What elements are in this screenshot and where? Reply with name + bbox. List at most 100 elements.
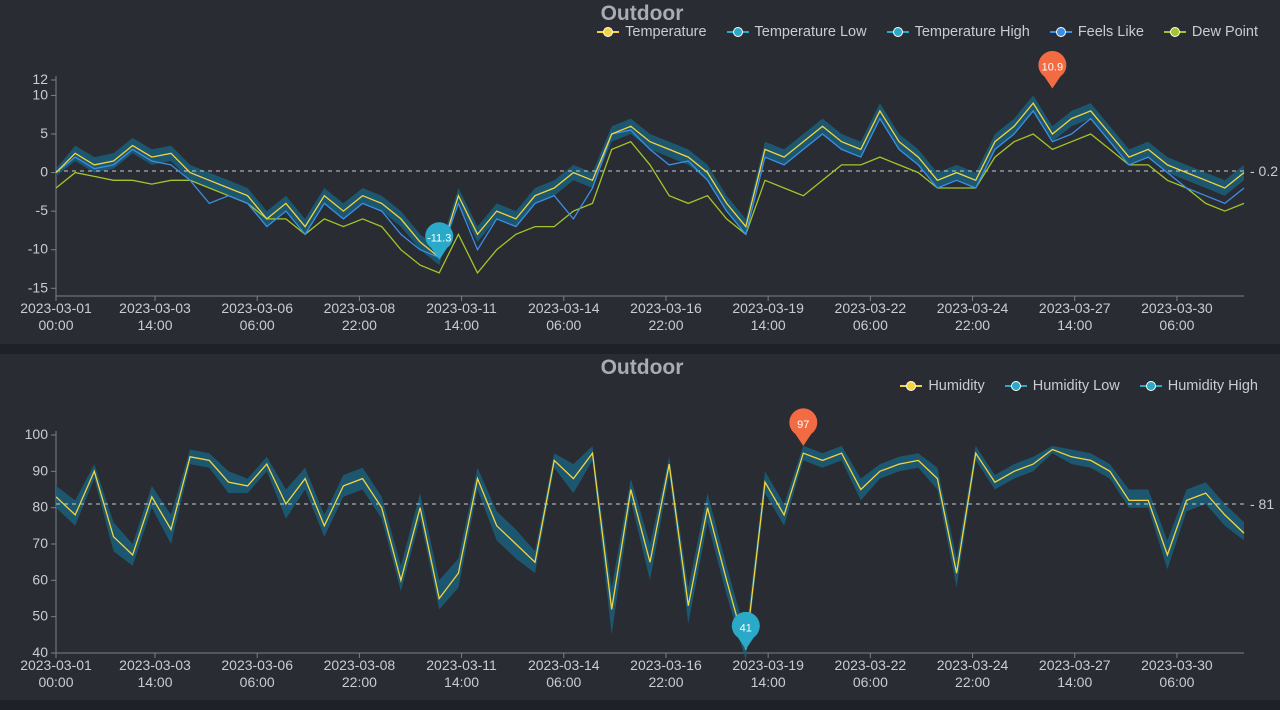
humidity-y-tick-label: 70 — [32, 535, 48, 551]
legend-humidity-low-label: Humidity Low — [1032, 378, 1120, 394]
legend-item-humidity-high[interactable]: Humidity High — [1139, 378, 1258, 394]
temperature-x-tick-time: 22:00 — [955, 317, 990, 333]
humidity-humidity-line — [55, 448, 1245, 650]
humidity-chart-title: Outdoor — [600, 356, 684, 379]
humidity-x-tick-date: 2023-03-22 — [835, 657, 907, 673]
temperature-x-tick-date: 2023-03-03 — [119, 300, 191, 316]
humidity-x-tick-date: 2023-03-27 — [1039, 657, 1111, 673]
humidity-x-tick-time: 06:00 — [1159, 674, 1194, 690]
temperature-x-tick-time: 00:00 — [38, 317, 73, 333]
legend-item-temperature[interactable]: Temperature — [597, 24, 707, 40]
temperature-y-tick-label: -10 — [28, 241, 48, 257]
temperature-average-label: - 0.2 — [1250, 163, 1278, 179]
humidity-min-marker-label: 41 — [740, 622, 752, 634]
humidity-x-tick-time: 22:00 — [342, 674, 377, 690]
legend-temperature-high-label: Temperature High — [914, 24, 1030, 40]
temperature-x-tick-time: 22:00 — [342, 317, 377, 333]
temperature-chart-panel: Outdoor Temperature Temperature Low Temp… — [0, 0, 1280, 344]
temperature-low-high-band — [56, 95, 1244, 266]
humidity-y-tick-label: 100 — [25, 426, 49, 442]
legend-humidity-icon — [900, 380, 923, 392]
humidity-chart-panel: Outdoor Humidity Humidity Low Humidity H… — [0, 354, 1280, 700]
temperature-x-tick-date: 2023-03-01 — [20, 300, 92, 316]
temperature-min-marker: -11.3 — [425, 222, 454, 260]
humidity-x-tick-date: 2023-03-24 — [937, 657, 1009, 673]
humidity-x-tick-time: 00:00 — [38, 674, 73, 690]
temperature-x-tick-date: 2023-03-24 — [937, 300, 1009, 316]
humidity-min-pin-icon — [731, 611, 760, 650]
temperature-x-tick-date: 2023-03-08 — [324, 300, 396, 316]
humidity-average-label: - 81 — [1250, 496, 1274, 512]
humidity-x-tick-time: 06:00 — [853, 674, 888, 690]
legend-item-humidity[interactable]: Humidity — [900, 378, 985, 394]
humidity-x-tick-time: 14:00 — [751, 674, 786, 690]
temperature-dew-point-line — [55, 133, 1245, 275]
temperature-x-tick-time: 14:00 — [444, 317, 479, 333]
humidity-x-tick-date: 2023-03-19 — [732, 657, 804, 673]
humidity-x-tick-time: 22:00 — [955, 674, 990, 690]
temperature-max-marker-label: 10.9 — [1042, 61, 1063, 73]
temperature-x-tick-date: 2023-03-16 — [630, 300, 702, 316]
humidity-x-tick-date: 2023-03-14 — [528, 657, 600, 673]
temperature-x-tick-time: 14:00 — [1057, 317, 1092, 333]
humidity-x-tick-time: 14:00 — [1057, 674, 1092, 690]
temperature-y-tick-label: 12 — [32, 71, 48, 87]
humidity-x-tick-time: 14:00 — [137, 674, 172, 690]
humidity-x-tick-time: 06:00 — [240, 674, 275, 690]
temperature-x-tick-time: 06:00 — [1159, 317, 1194, 333]
temperature-max-pin-icon — [1038, 50, 1067, 89]
legend-item-dew-point[interactable]: Dew Point — [1163, 24, 1258, 40]
temperature-legend: Temperature Temperature Low Temperature … — [597, 24, 1258, 40]
humidity-x-tick-date: 2023-03-16 — [630, 657, 702, 673]
humidity-x-tick-time: 22:00 — [648, 674, 683, 690]
temperature-x-tick-time: 06:00 — [853, 317, 888, 333]
humidity-x-tick-date: 2023-03-08 — [324, 657, 396, 673]
legend-item-humidity-low[interactable]: Humidity Low — [1004, 378, 1120, 394]
humidity-min-marker: 41 — [731, 611, 760, 650]
humidity-max-pin-icon — [789, 408, 818, 446]
legend-humidity-low-icon — [1004, 380, 1027, 392]
temperature-y-tick-label: 0 — [40, 164, 48, 180]
legend-dew-point-icon — [1163, 26, 1186, 38]
temperature-feels-like-line — [55, 109, 1245, 259]
legend-temperature-label: Temperature — [625, 24, 707, 40]
temperature-x-tick-date: 2023-03-06 — [221, 300, 293, 316]
temperature-y-tick-label: 10 — [32, 86, 48, 102]
humidity-y-tick-label: 60 — [32, 571, 48, 587]
legend-temperature-low-icon — [726, 26, 749, 38]
humidity-x-tick-date: 2023-03-11 — [426, 657, 497, 673]
legend-humidity-label: Humidity — [928, 378, 985, 394]
legend-item-temperature-low[interactable]: Temperature Low — [726, 24, 867, 40]
humidity-x-tick-date: 2023-03-06 — [221, 657, 293, 673]
humidity-y-tick-label: 90 — [32, 462, 48, 478]
legend-temperature-low-label: Temperature Low — [754, 24, 867, 40]
legend-feels-like-icon — [1049, 26, 1072, 38]
temperature-y-tick-label: 5 — [40, 125, 48, 141]
temperature-x-tick-date: 2023-03-27 — [1039, 300, 1111, 316]
legend-item-feels-like[interactable]: Feels Like — [1049, 24, 1144, 40]
temperature-x-tick-date: 2023-03-14 — [528, 300, 600, 316]
humidity-x-tick-date: 2023-03-01 — [20, 657, 92, 673]
humidity-y-tick-label: 80 — [32, 499, 48, 515]
temperature-plot[interactable]: 121050-5-10-152023-03-0100:002023-03-031… — [0, 0, 1280, 344]
legend-feels-like-label: Feels Like — [1077, 24, 1144, 40]
temperature-y-tick-label: -15 — [28, 279, 48, 295]
temperature-x-tick-time: 06:00 — [240, 317, 275, 333]
temperature-x-tick-date: 2023-03-11 — [426, 300, 497, 316]
temperature-x-tick-date: 2023-03-19 — [732, 300, 804, 316]
legend-temperature-high-icon — [886, 26, 909, 38]
humidity-low-high-band — [56, 445, 1244, 661]
temperature-x-tick-time: 06:00 — [546, 317, 581, 333]
humidity-y-tick-label: 50 — [32, 608, 48, 624]
humidity-x-tick-date: 2023-03-03 — [119, 657, 191, 673]
legend-humidity-high-label: Humidity High — [1167, 378, 1258, 394]
legend-item-temperature-high[interactable]: Temperature High — [886, 24, 1030, 40]
humidity-x-tick-time: 06:00 — [546, 674, 581, 690]
humidity-legend: Humidity Humidity Low Humidity High — [900, 378, 1258, 394]
humidity-max-marker-label: 97 — [797, 419, 809, 431]
temperature-chart-title: Outdoor — [600, 2, 684, 25]
temperature-x-tick-time: 22:00 — [648, 317, 683, 333]
temperature-max-marker: 10.9 — [1038, 50, 1067, 89]
humidity-y-tick-label: 40 — [32, 644, 48, 660]
